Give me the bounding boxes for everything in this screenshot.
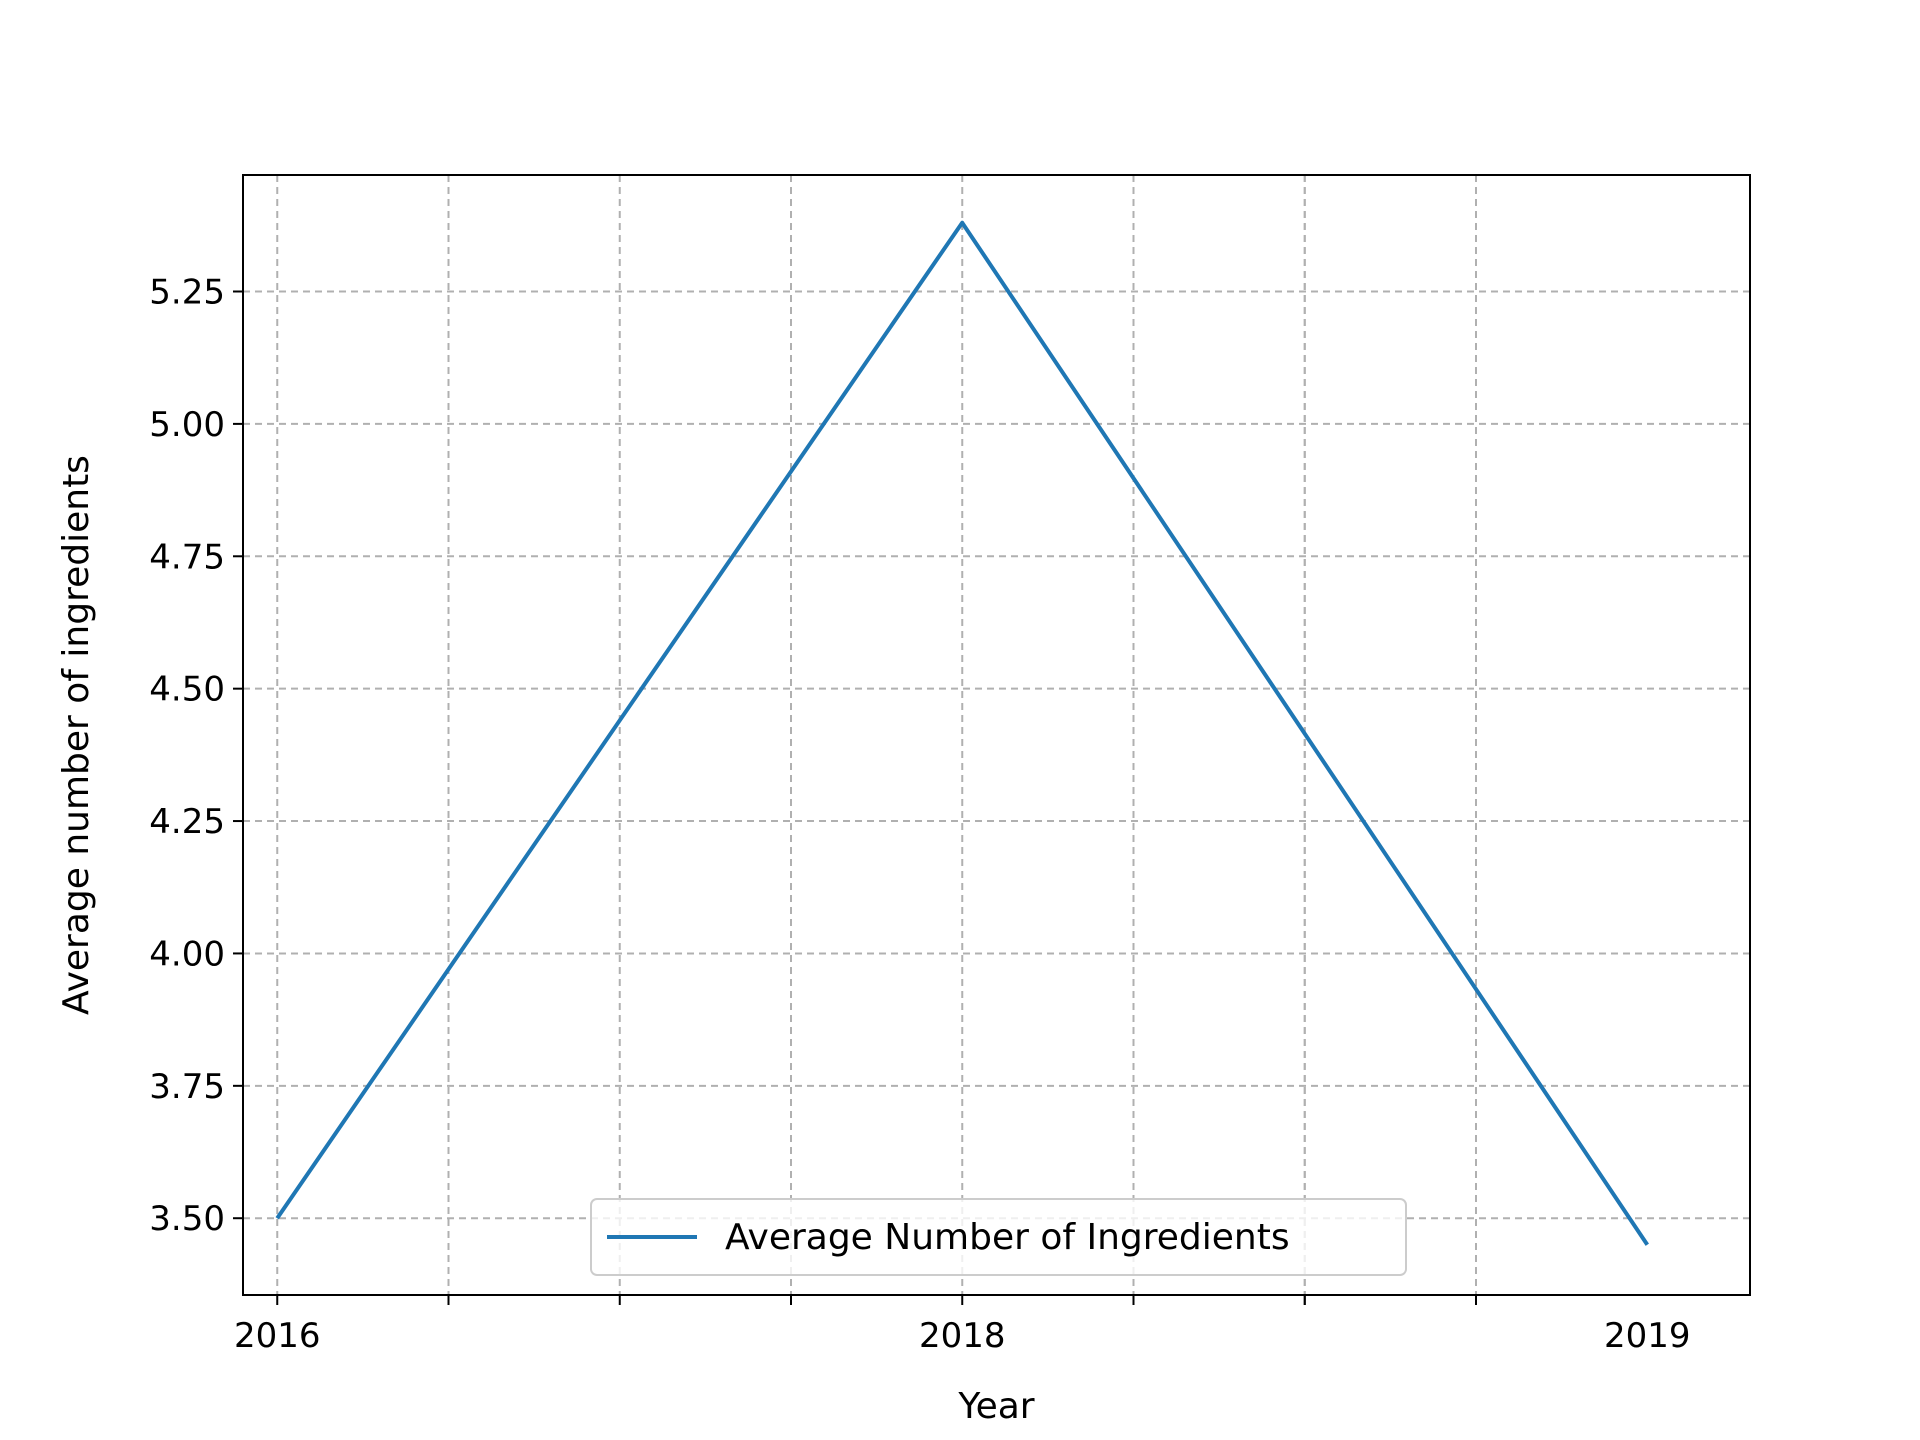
grid-lines: [243, 175, 1750, 1295]
y-tick-label: 5.00: [149, 405, 225, 445]
y-tick-label: 4.00: [149, 934, 225, 974]
x-tick-label: 2016: [234, 1316, 321, 1356]
axis-ticks: [233, 290, 1477, 1305]
x-axis-label: Year: [957, 1386, 1034, 1427]
y-tick-label: 5.25: [149, 273, 225, 313]
y-tick-label: 4.50: [149, 670, 225, 710]
y-tick-label: 3.50: [149, 1199, 225, 1239]
axes-frame: [242, 174, 1751, 1296]
legend-box: [590, 1198, 1407, 1276]
y-tick-label: 4.75: [149, 537, 225, 577]
x-tick-label: 2019: [1604, 1316, 1691, 1356]
x-tick-label: 2018: [919, 1316, 1006, 1356]
series-layer: [275, 220, 1649, 1246]
tick-labels: 2016 2018 2019 3.50 3.75 4.00 4.25 4.50 4.75 5.00…: [149, 273, 1690, 1356]
legend: Average Number of Ingredients: [590, 1198, 1407, 1276]
y-axis-label: Average number of ingredients: [56, 455, 97, 1015]
y-tick-label: 3.75: [149, 1067, 225, 1107]
legend-label: Average Number of Ingredients: [725, 1217, 1290, 1258]
y-tick-label: 4.25: [149, 802, 225, 842]
